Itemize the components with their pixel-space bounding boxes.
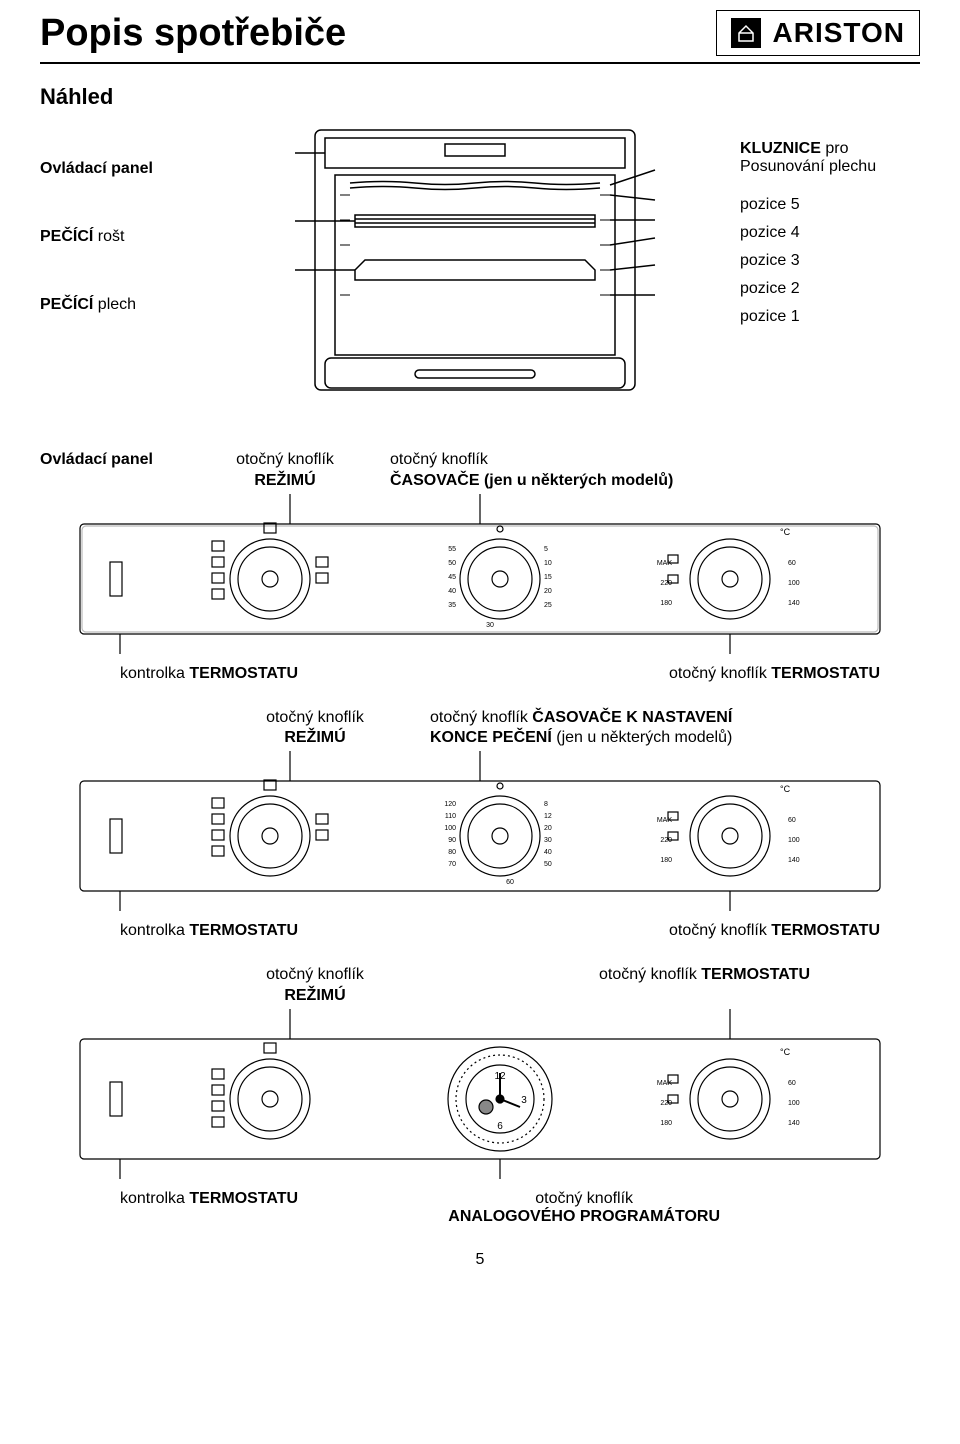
brand-badge: ARISTON — [716, 10, 921, 56]
panel3-label-thermo-knob: otočný knoflík TERMOSTATU — [430, 965, 830, 1007]
svg-text:100: 100 — [444, 825, 456, 832]
svg-text:5: 5 — [544, 546, 548, 553]
svg-text:8: 8 — [544, 801, 548, 808]
svg-text:140: 140 — [788, 857, 800, 864]
svg-text:100: 100 — [788, 580, 800, 587]
panel2-label-timer-knob: otočný knoflík ČASOVAČE K NASTAVENÍ KONC… — [430, 708, 830, 750]
svg-text:60: 60 — [788, 1080, 796, 1087]
panel3-label-mode-knob: otočný knoflíkREŽIMÚ — [240, 965, 390, 1007]
panel1-diagram: 55 50 45 40 35 30 5 10 15 20 25 °C — [40, 494, 920, 654]
svg-text:15: 15 — [544, 574, 552, 581]
svg-text:55: 55 — [448, 546, 456, 553]
svg-text:20: 20 — [544, 825, 552, 832]
panel1-bottom-left: kontrolka TERMOSTATU — [120, 665, 298, 683]
label-control-panel: Ovládací panel — [40, 160, 210, 178]
panel1-label-mode-knob: otočný knoflíkREŽIMÚ — [210, 450, 360, 492]
svg-text:80: 80 — [448, 849, 456, 856]
control-panel-block-1: Ovládací panel otočný knoflíkREŽIMÚ otoč… — [40, 450, 920, 683]
panel2-label-mode-knob: otočný knoflíkREŽIMÚ — [240, 708, 390, 750]
svg-text:20: 20 — [544, 588, 552, 595]
svg-text:°C: °C — [780, 527, 791, 537]
label-baking-tray: PEČÍCÍ plech — [40, 296, 210, 314]
page-number: 5 — [40, 1251, 920, 1269]
panel3-bottom-left: kontrolka TERMOSTATU — [120, 1190, 298, 1226]
oven-diagram — [230, 120, 720, 420]
panel2-diagram: 120 110 100 90 80 70 8 12 20 30 40 50 60 — [40, 751, 920, 911]
header-divider — [40, 62, 920, 64]
svg-text:35: 35 — [448, 602, 456, 609]
svg-text:140: 140 — [788, 600, 800, 607]
control-panel-block-2: otočný knoflíkREŽIMÚ otočný knoflík ČASO… — [40, 708, 920, 941]
overview-left-labels: Ovládací panel PEČÍCÍ rošt PEČÍCÍ plech — [40, 120, 210, 314]
label-pos3: pozice 3 — [740, 252, 920, 270]
svg-text:50: 50 — [544, 861, 552, 868]
svg-text:°C: °C — [780, 784, 791, 794]
svg-text:45: 45 — [448, 574, 456, 581]
panel2-bottom-right: otočný knoflík TERMOSTATU — [669, 922, 880, 940]
svg-text:180: 180 — [660, 600, 672, 607]
svg-text:40: 40 — [544, 849, 552, 856]
svg-text:50: 50 — [448, 560, 456, 567]
brand-name: ARISTON — [773, 17, 906, 49]
svg-text:180: 180 — [660, 1120, 672, 1127]
panel1-heading: Ovládací panel — [40, 451, 153, 468]
svg-text:120: 120 — [444, 801, 456, 808]
label-pos2: pozice 2 — [740, 280, 920, 298]
svg-text:3: 3 — [521, 1095, 527, 1106]
svg-text:140: 140 — [788, 1120, 800, 1127]
svg-text:90: 90 — [448, 837, 456, 844]
svg-text:110: 110 — [445, 813, 456, 820]
svg-text:40: 40 — [448, 588, 456, 595]
panel2-bottom-left: kontrolka TERMOSTATU — [120, 922, 298, 940]
page-title: Popis spotřebiče — [40, 12, 346, 55]
label-pos1: pozice 1 — [740, 308, 920, 326]
svg-text:25: 25 — [544, 602, 552, 609]
panel3-bottom-center: otočný knoflíkANALOGOVÉHO PROGRAMÁTORU — [448, 1190, 720, 1226]
brand-house-icon — [731, 18, 761, 48]
svg-text:100: 100 — [788, 837, 800, 844]
svg-text:30: 30 — [486, 622, 494, 629]
overview-heading: Náhled — [40, 84, 920, 110]
overview-block: Ovládací panel PEČÍCÍ rošt PEČÍCÍ plech — [40, 120, 920, 420]
svg-text:60: 60 — [506, 879, 514, 886]
svg-text:12: 12 — [494, 1071, 506, 1082]
panel1-label-timer-knob: otočný knoflíkČASOVAČE (jen u některých … — [360, 450, 920, 492]
label-baking-grid: PEČÍCÍ rošt — [40, 228, 210, 246]
panel3-diagram: 12 3 6 °C MAX 220 180 60 100 140 — [40, 1009, 920, 1179]
svg-text:6: 6 — [497, 1121, 503, 1132]
svg-text:100: 100 — [788, 1100, 800, 1107]
label-pos4: pozice 4 — [740, 224, 920, 242]
control-panel-block-3: otočný knoflíkREŽIMÚ otočný knoflík TERM… — [40, 965, 920, 1226]
svg-text:70: 70 — [448, 861, 456, 868]
label-pos5: pozice 5 — [740, 196, 920, 214]
svg-text:30: 30 — [544, 837, 552, 844]
overview-right-labels: KLUZNICE pro Posunování plechu pozice 5 … — [740, 120, 920, 326]
svg-text:°C: °C — [780, 1047, 791, 1057]
svg-text:60: 60 — [788, 560, 796, 567]
header-row: Popis spotřebiče ARISTON — [40, 10, 920, 56]
svg-text:12: 12 — [544, 813, 552, 820]
svg-text:60: 60 — [788, 817, 796, 824]
svg-text:10: 10 — [544, 560, 552, 567]
label-kluznice: KLUZNICE pro Posunování plechu — [740, 140, 920, 176]
panel1-bottom-right: otočný knoflík TERMOSTATU — [669, 665, 880, 683]
svg-text:180: 180 — [660, 857, 672, 864]
